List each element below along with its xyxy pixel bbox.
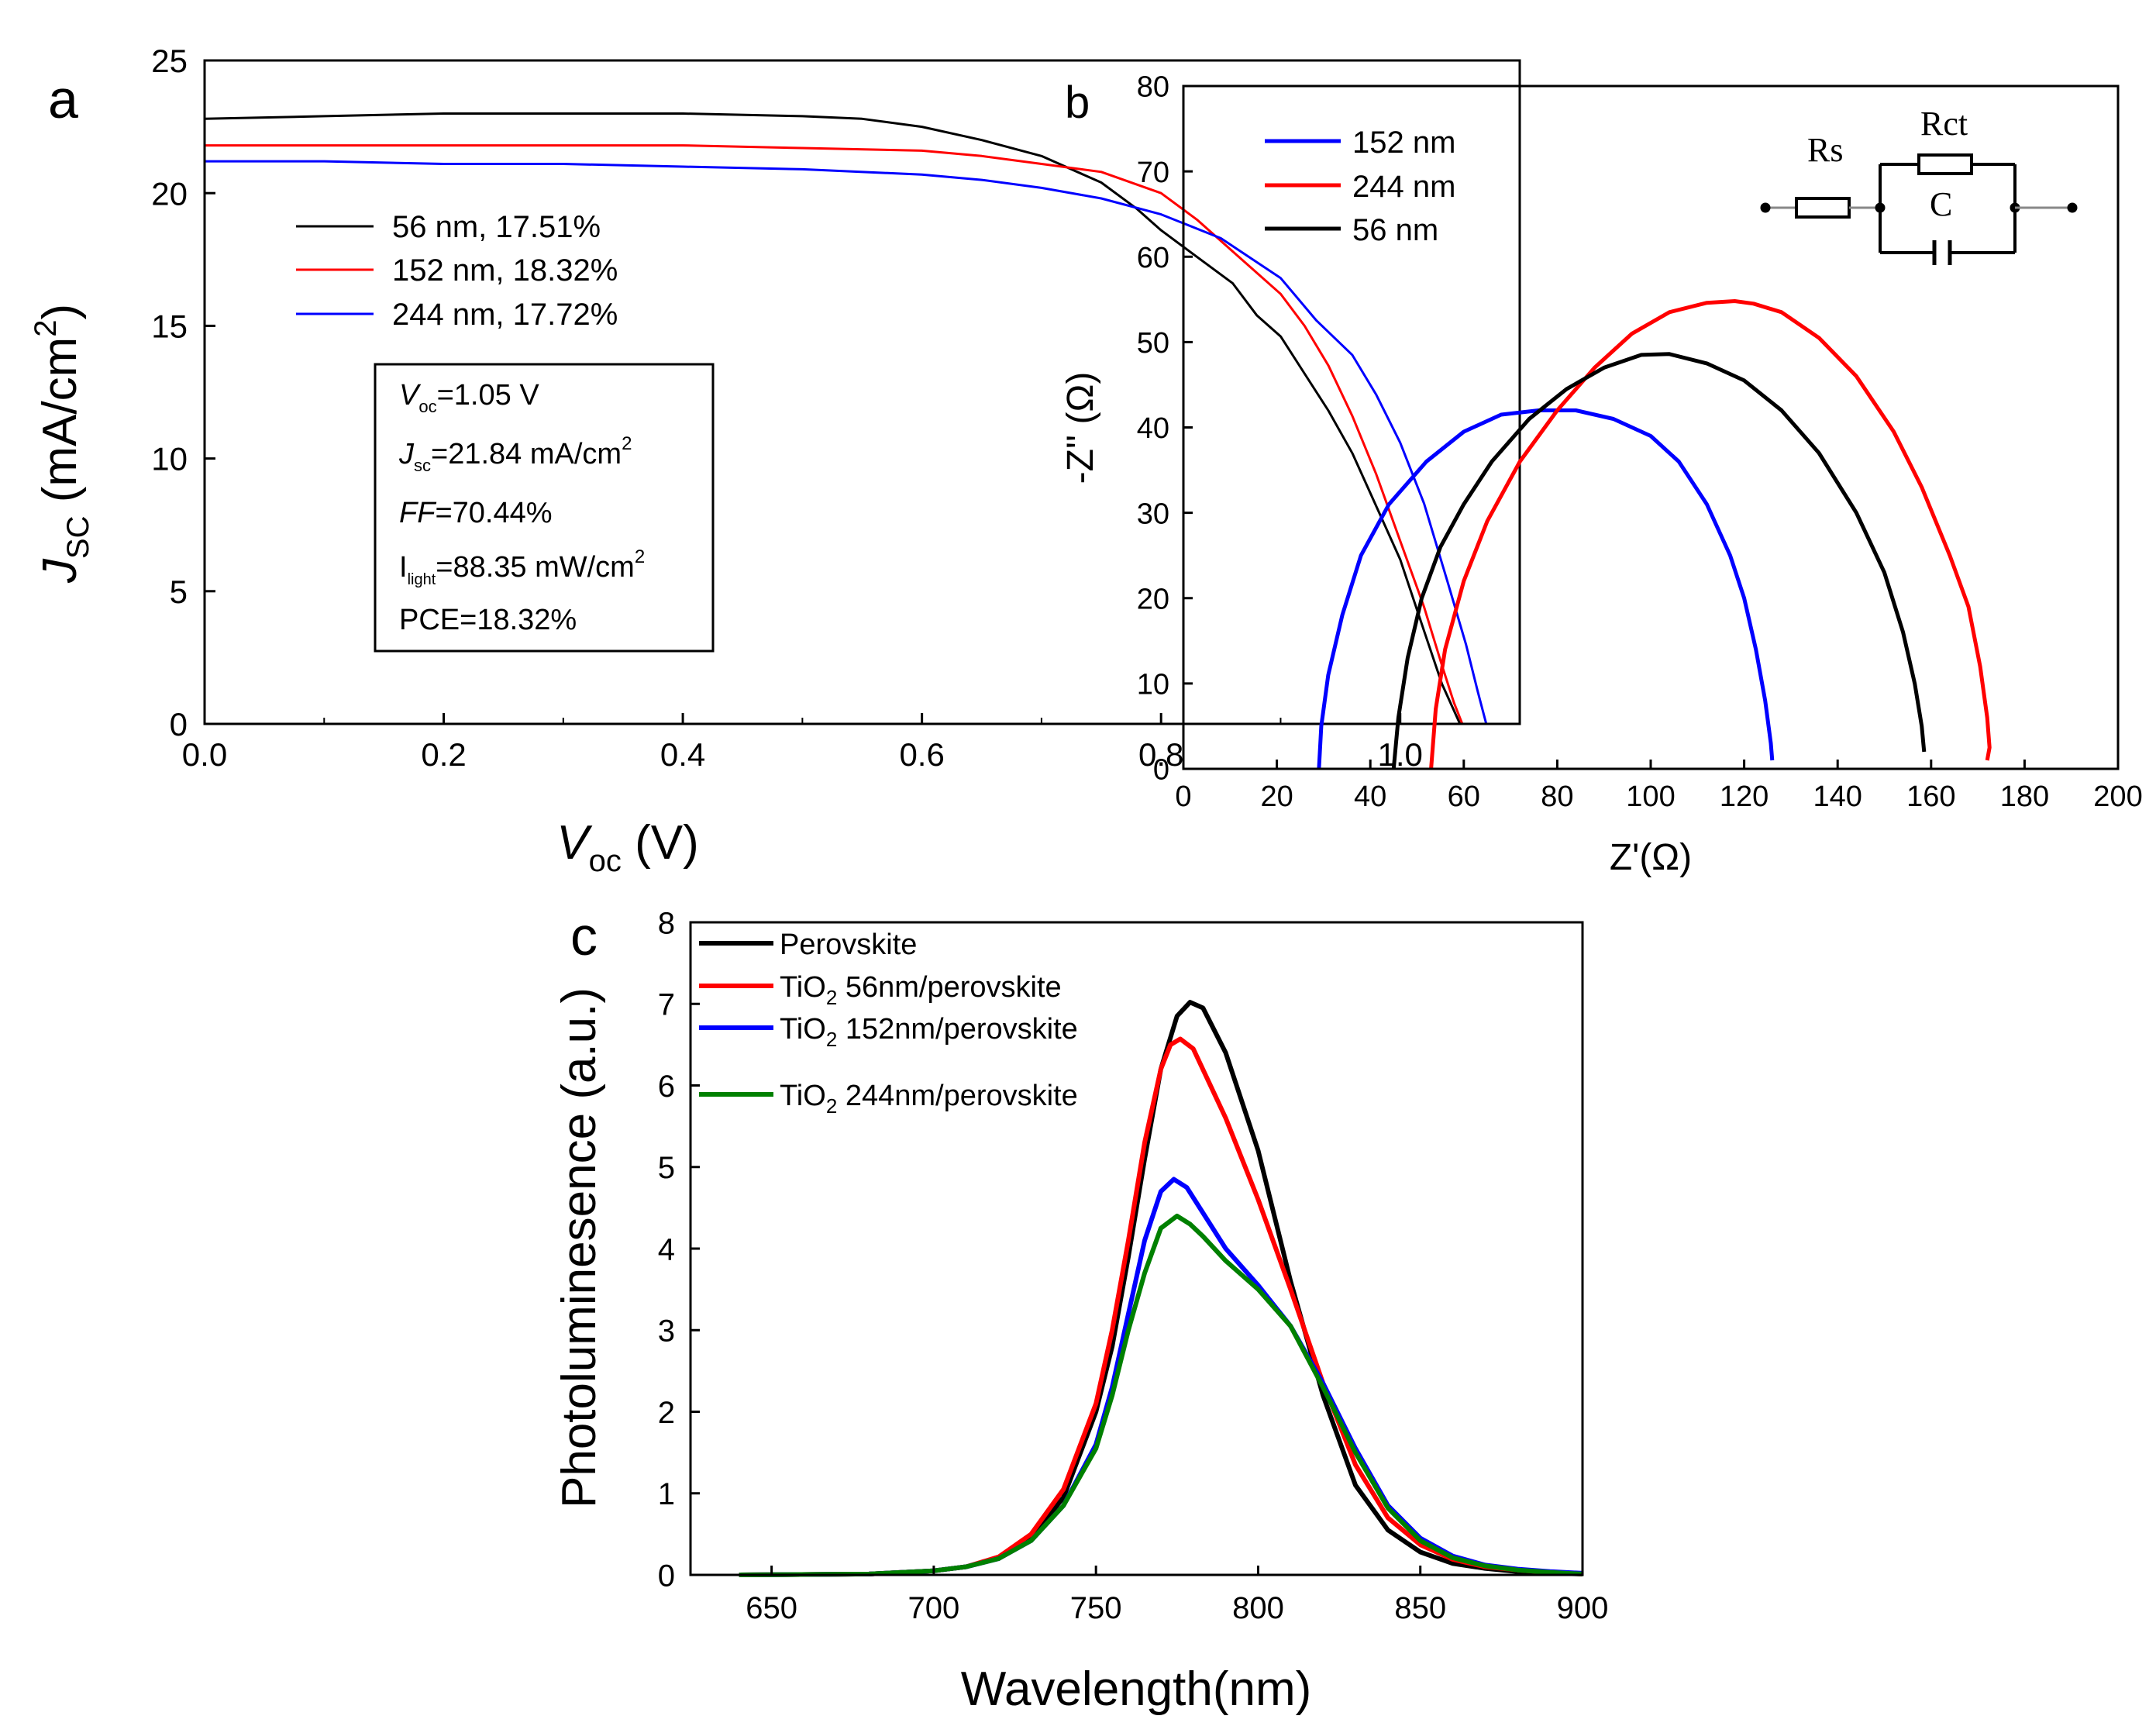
legend-label-56nm: 56 nm, 17.51% (392, 210, 601, 244)
svg-text:Photoluminesence (a.u.): Photoluminesence (a.u.) (553, 987, 606, 1508)
panel-b-xlabel: Z'(Ω) (1610, 837, 1692, 878)
y-tick-label: 40 (1137, 412, 1169, 445)
panel-a-ylabel: JSC (mA/cm2) (29, 304, 95, 584)
panel-a-xlabel: Voc (V) (556, 816, 698, 878)
y-tick-label: 20 (1137, 583, 1169, 615)
y-tick-label: 10 (1137, 669, 1169, 701)
series-line-244-nm (1429, 299, 1992, 770)
y-tick-label: 1 (658, 1477, 675, 1511)
x-tick-label: 20 (1260, 780, 1293, 813)
c-label: C (1930, 185, 1952, 223)
y-tick-label: 30 (1137, 498, 1169, 530)
equivalent-circuit (1760, 153, 2078, 265)
panel-a-label: a (48, 69, 78, 129)
y-tick-label: 20 (151, 175, 188, 212)
jsc-value: Jsc=21.84 mA/cm2 (398, 433, 632, 475)
legend-label-244nm: 244 nm, 17.72% (392, 298, 618, 332)
panel-b-frame (1182, 84, 2120, 770)
series-line-tio2-152nm-perovskite (739, 1177, 1583, 1577)
x-tick-label: 0.6 (899, 736, 944, 773)
x-tick-label: 0.8 (1138, 736, 1183, 773)
y-tick-label: 60 (1137, 242, 1169, 274)
legend-label-152nm: 152 nm (1352, 126, 1455, 160)
rs-resistor (1795, 197, 1851, 219)
panel-c-label: c (570, 906, 598, 966)
y-tick-label: 5 (170, 574, 188, 610)
x-tick-label: 200 (2093, 780, 2142, 813)
x-tick-label: 180 (2000, 780, 2049, 813)
x-tick-label: 650 (746, 1591, 797, 1625)
y-tick-label: 10 (151, 441, 188, 477)
x-tick-label: 100 (1626, 780, 1675, 813)
panel-a-parameters-box: Voc=1.05 V Jsc=21.84 mA/cm2 FF=70.44% Il… (374, 363, 715, 653)
x-tick-label: 1.0 (1378, 736, 1423, 773)
legend-label-56nm: 56 nm (1352, 213, 1438, 247)
svg-text:-Z'' (Ω): -Z'' (Ω) (1060, 372, 1101, 484)
ff-value: FF=70.44% (399, 497, 553, 529)
series-line-56-nm (1391, 352, 1927, 770)
legend-label-244nm: 244 nm (1352, 170, 1455, 204)
panel-b-legend: 152 nm 244 nm 56 nm (1265, 126, 1455, 247)
x-tick-label: 750 (1070, 1591, 1122, 1625)
x-tick-label: 0 (1175, 780, 1191, 813)
y-tick-label: 15 (151, 308, 188, 345)
rct-label: Rct (1920, 105, 1968, 143)
legend-label-tio2-56nm: TiO2 56nm/perovskite (780, 971, 1062, 1009)
pce-value: PCE=18.32% (399, 604, 577, 636)
x-tick-label: 0.2 (421, 736, 466, 773)
y-tick-label: 25 (151, 43, 188, 79)
voc-value: Voc=1.05 V (399, 379, 539, 416)
legend-label-perovskite: Perovskite (780, 929, 917, 961)
ilight-value: Ilight=88.35 mW/cm2 (399, 546, 645, 588)
panel-a-jv-curve: a 0.0 0.2 0.4 0.6 0.8 1.0 0 5 10 15 20 25 JSC (mA/c… (29, 43, 1521, 878)
x-tick-label: 140 (1813, 780, 1862, 813)
x-tick-label: 0.4 (660, 736, 705, 773)
rct-resistor (1917, 153, 1973, 175)
y-tick-label: 8 (658, 906, 675, 940)
y-tick-label: 70 (1137, 157, 1169, 189)
y-tick-label: 2 (658, 1396, 675, 1430)
series-line-56-nm-17-51 (204, 112, 1462, 725)
x-tick-label: 700 (908, 1591, 960, 1625)
series-line-152-nm (1317, 408, 1775, 770)
panel-b-ylabel: -Z'' (Ω) (1060, 372, 1101, 484)
series-line-152-nm-18-32 (205, 144, 1464, 725)
x-tick-label: 60 (1448, 780, 1480, 813)
panel-c-legend: Perovskite TiO2 56nm/perovskite TiO2 152… (699, 929, 1078, 1118)
x-tick-label: 850 (1394, 1591, 1446, 1625)
panel-c-photoluminescence: c 650 700 750 800 850 900 0 1 2 3 4 5 6 7 8 Photolumin… (553, 906, 1608, 1716)
panel-b-label: b (1065, 78, 1090, 128)
y-tick-label: 80 (1137, 71, 1169, 104)
y-tick-label: 3 (658, 1314, 675, 1349)
series-line-tio2-244nm-perovskite (739, 1213, 1583, 1577)
svg-text:JSC (mA/cm2): JSC (mA/cm2) (29, 304, 95, 584)
panel-b-nyquist-plot: b 0 20 40 60 80 100 120 140 160 180 200 0 10 20 30 40 50… (1060, 71, 2143, 878)
panel-c-xlabel: Wavelength(nm) (961, 1662, 1312, 1716)
series-line-244-nm-17-72 (205, 160, 1488, 725)
y-tick-label: 0 (170, 706, 188, 742)
rs-label: Rs (1807, 131, 1843, 169)
y-tick-label: 5 (658, 1151, 675, 1185)
y-tick-label: 50 (1137, 327, 1169, 360)
y-tick-label: 4 (658, 1232, 675, 1266)
x-tick-label: 120 (1720, 780, 1769, 813)
panel-a-frame (203, 59, 1521, 725)
series-line-tio2-56nm-perovskite (739, 1036, 1583, 1577)
x-tick-label: 900 (1557, 1591, 1609, 1625)
legend-label-152nm: 152 nm, 18.32% (392, 253, 618, 288)
x-tick-label: 80 (1541, 780, 1573, 813)
x-tick-label: 800 (1232, 1591, 1284, 1625)
legend-label-tio2-152nm: TiO2 152nm/perovskite (780, 1013, 1078, 1051)
x-tick-label: 40 (1354, 780, 1386, 813)
y-tick-label: 0 (1153, 754, 1169, 787)
y-tick-label: 7 (658, 988, 675, 1022)
panel-a-legend: 56 nm, 17.51% 152 nm, 18.32% 244 nm, 17.… (296, 210, 618, 332)
legend-label-tio2-244nm: TiO2 244nm/perovskite (780, 1080, 1078, 1118)
x-tick-label: 160 (1906, 780, 1955, 813)
x-tick-label: 0.0 (182, 736, 227, 773)
y-tick-label: 0 (658, 1559, 675, 1593)
panel-c-ylabel: Photoluminesence (a.u.) (553, 987, 606, 1508)
y-tick-label: 6 (658, 1070, 675, 1104)
